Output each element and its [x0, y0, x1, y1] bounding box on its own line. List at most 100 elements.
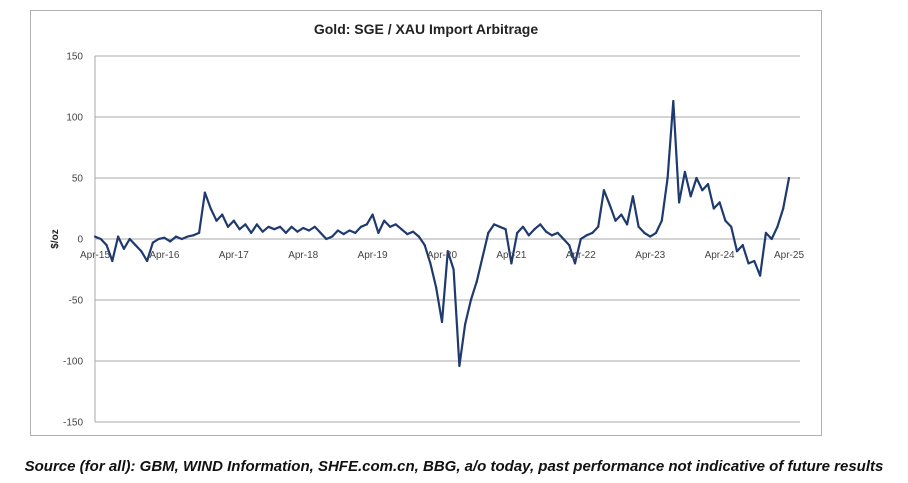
- data-point: [649, 235, 652, 238]
- data-point: [706, 183, 710, 186]
- data-point: [643, 231, 646, 234]
- y-tick-label: -100: [63, 357, 83, 368]
- data-point: [325, 237, 328, 241]
- data-point: [585, 234, 588, 237]
- data-point: [267, 225, 270, 228]
- data-point: [579, 237, 582, 241]
- data-point: [383, 219, 386, 222]
- data-point: [712, 207, 715, 210]
- data-point: [215, 219, 218, 222]
- data-point: [487, 231, 490, 234]
- data-point: [741, 244, 744, 247]
- data-point: [122, 247, 126, 250]
- data-point: [198, 231, 201, 234]
- data-point: [93, 235, 97, 238]
- data-point: [255, 223, 259, 226]
- data-point: [400, 228, 403, 231]
- data-point: [296, 230, 299, 233]
- data-point: [678, 201, 681, 204]
- data-point: [342, 233, 345, 236]
- data-point: [209, 207, 212, 210]
- data-point: [226, 225, 230, 228]
- data-point: [637, 225, 640, 228]
- data-point: [186, 235, 189, 238]
- data-point: [180, 237, 183, 241]
- data-point: [394, 223, 397, 226]
- data-point: [730, 225, 733, 228]
- data-point: [284, 231, 287, 234]
- data-point: [573, 262, 577, 265]
- data-point: [458, 364, 461, 367]
- data-point: [562, 237, 565, 241]
- data-point: [608, 203, 611, 206]
- data-point: [134, 244, 137, 247]
- data-point: [359, 225, 363, 228]
- data-point: [336, 229, 339, 232]
- data-point: [602, 189, 606, 192]
- data-point: [718, 201, 721, 204]
- data-point: [348, 229, 351, 232]
- x-tick-label: Apr-22: [566, 250, 596, 261]
- data-point: [406, 233, 409, 236]
- data-point: [250, 231, 253, 234]
- data-point: [452, 268, 455, 271]
- data-point: [764, 231, 767, 234]
- data-point: [429, 262, 432, 265]
- data-point: [672, 100, 675, 103]
- data-point: [492, 223, 496, 226]
- data-point: [516, 231, 519, 234]
- data-point: [597, 225, 600, 228]
- data-point: [469, 298, 473, 302]
- data-point: [481, 256, 484, 259]
- data-point: [319, 231, 322, 234]
- data-point: [105, 244, 108, 247]
- x-tick-label: Apr-15: [80, 250, 110, 261]
- data-point: [545, 230, 548, 233]
- data-point: [354, 231, 357, 234]
- x-tick-label: Apr-19: [358, 250, 388, 261]
- data-point: [99, 237, 102, 241]
- data-point: [145, 259, 149, 263]
- data-point: [290, 225, 293, 228]
- data-point: [244, 223, 247, 226]
- x-tick-label: Apr-17: [219, 250, 249, 261]
- data-point: [440, 320, 444, 324]
- y-axis-label: $/oz: [50, 229, 61, 248]
- data-point: [753, 259, 756, 263]
- data-point: [787, 176, 791, 180]
- data-point: [735, 250, 739, 253]
- y-tick-label: 150: [66, 52, 83, 63]
- data-point: [475, 280, 478, 283]
- data-point: [521, 225, 525, 228]
- y-tick-label: 50: [72, 174, 84, 185]
- data-point: [203, 191, 206, 194]
- data-point: [163, 236, 166, 239]
- data-point: [614, 219, 617, 222]
- data-point: [423, 244, 426, 247]
- x-tick-label: Apr-18: [288, 250, 318, 261]
- data-point: [660, 219, 663, 222]
- x-tick-label: Apr-25: [774, 250, 804, 261]
- data-point: [724, 219, 727, 222]
- y-tick-label: 100: [66, 113, 83, 124]
- data-point: [261, 230, 264, 233]
- x-tick-label: Apr-21: [496, 250, 526, 261]
- data-point: [417, 235, 420, 238]
- data-point: [232, 219, 235, 222]
- data-point: [510, 262, 513, 265]
- data-point: [111, 259, 114, 263]
- data-point: [446, 250, 449, 253]
- data-point: [527, 234, 530, 237]
- data-point: [377, 231, 380, 234]
- data-point: [169, 240, 172, 243]
- data-point: [221, 213, 224, 216]
- data-point: [371, 213, 374, 216]
- data-point: [238, 228, 241, 231]
- data-point: [539, 223, 542, 226]
- data-point: [151, 241, 154, 244]
- data-point: [498, 225, 501, 228]
- data-point: [776, 225, 779, 228]
- data-point: [620, 213, 623, 216]
- data-point: [666, 176, 669, 180]
